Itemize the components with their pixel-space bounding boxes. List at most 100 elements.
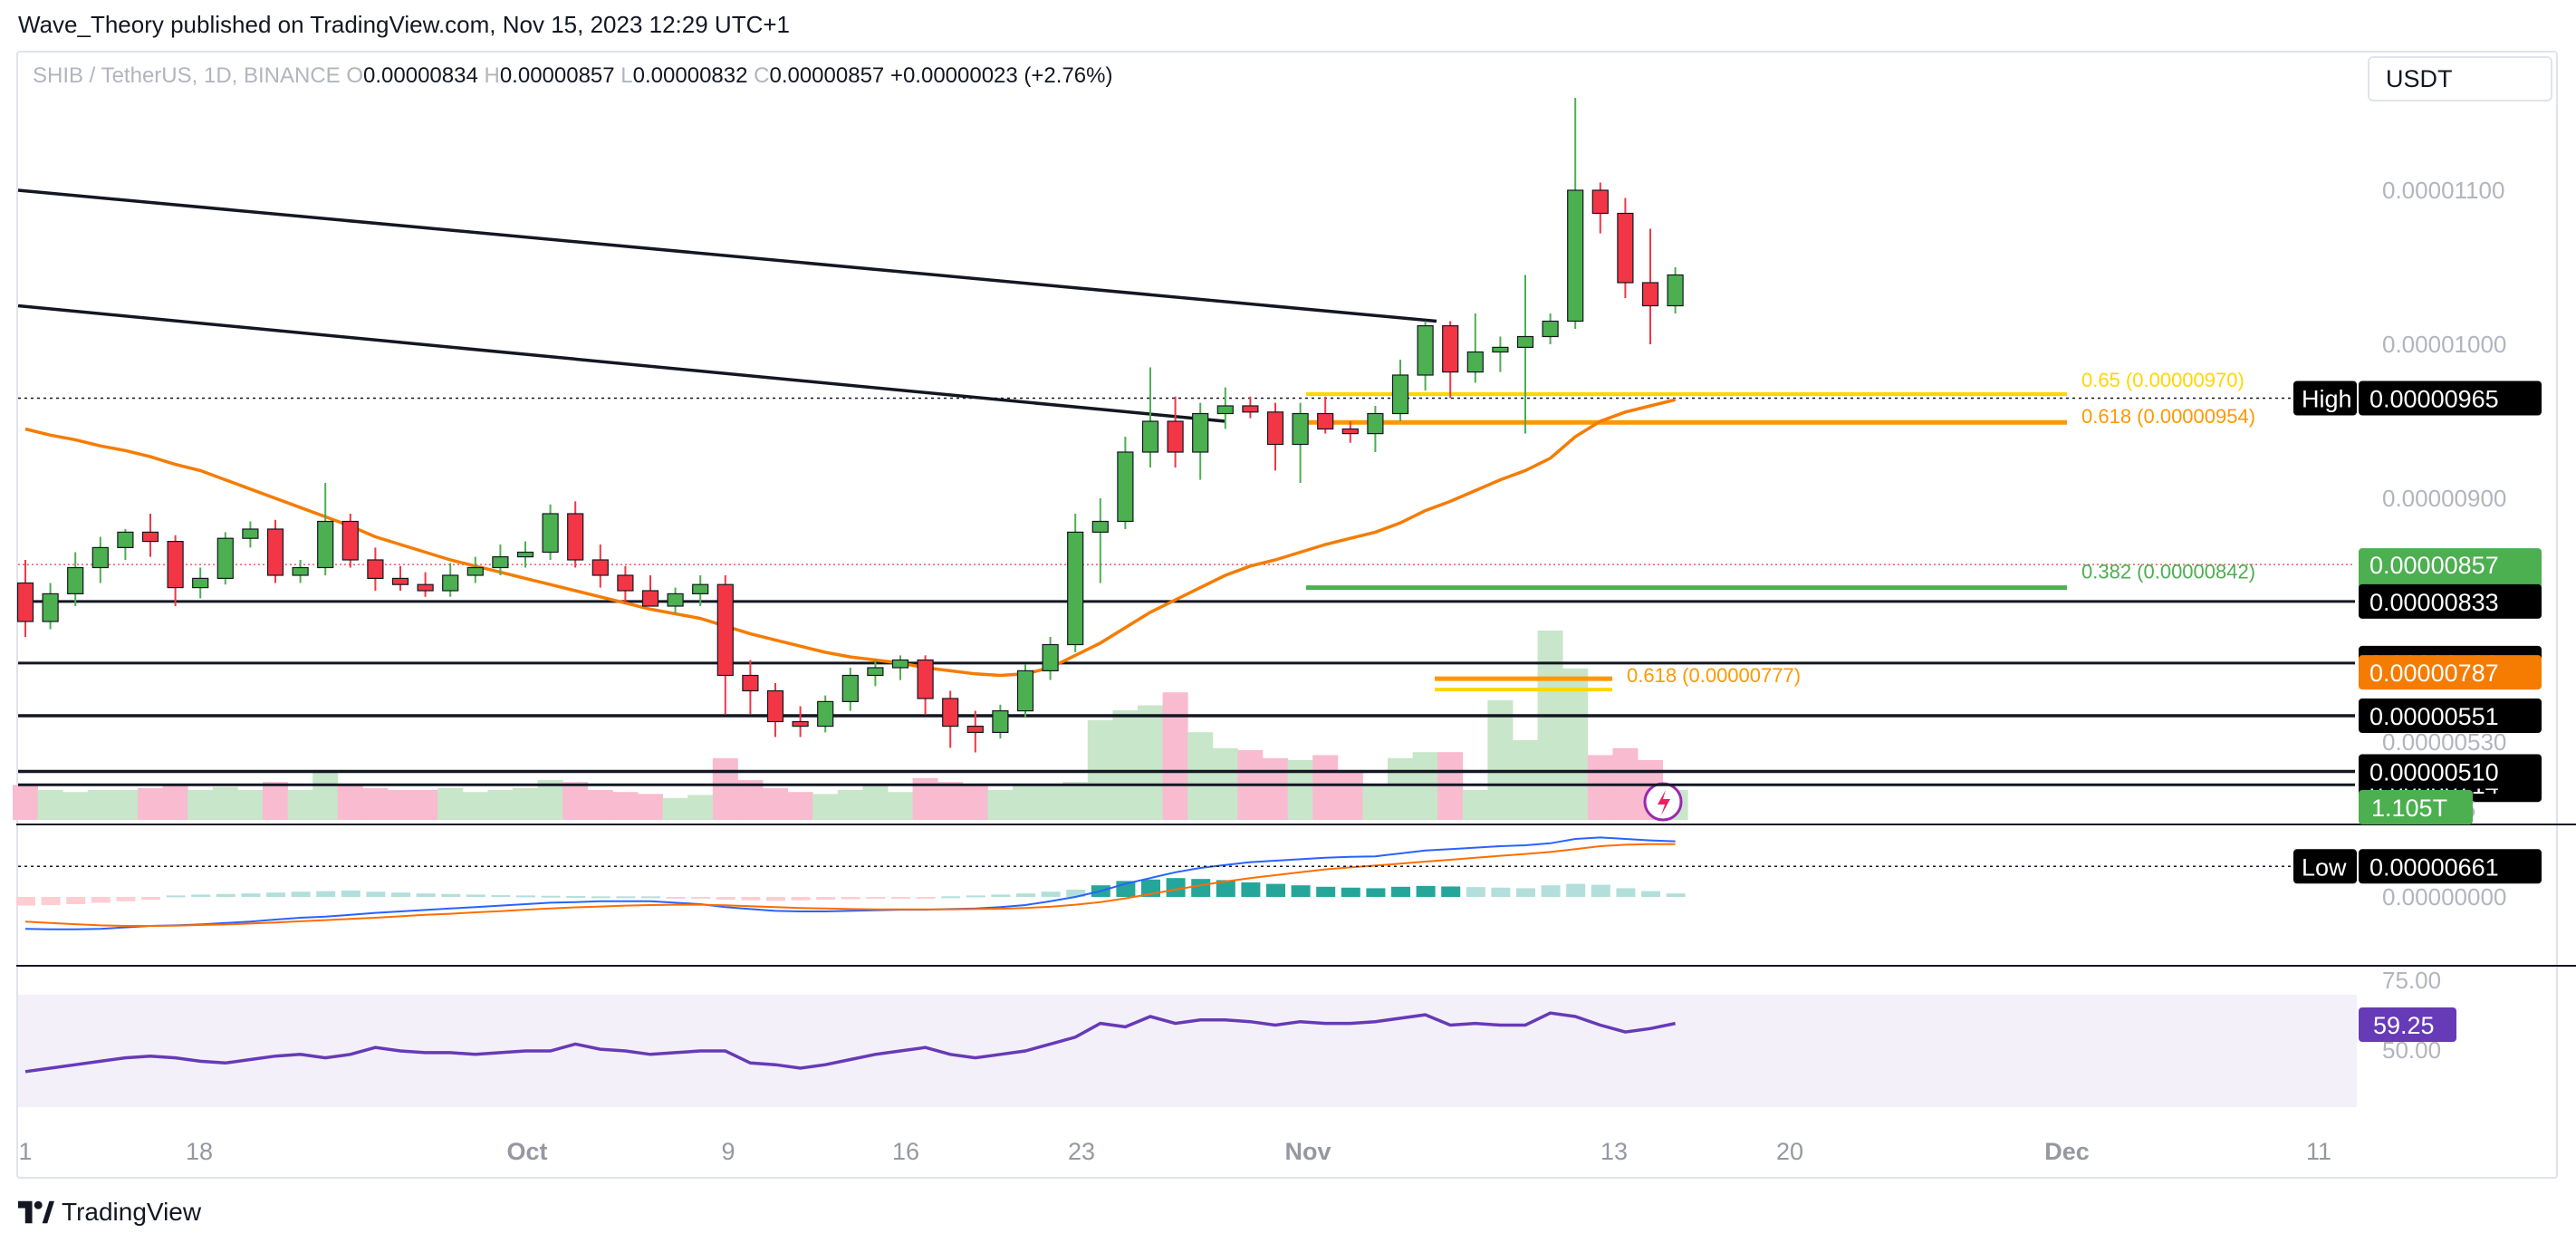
candle-down bbox=[1341, 428, 1359, 435]
volume-bar bbox=[862, 785, 889, 820]
candle-down bbox=[141, 531, 159, 543]
tradingview-brand[interactable]: TradingView bbox=[18, 1198, 201, 1227]
candle-up bbox=[1466, 351, 1484, 373]
volume-bar bbox=[1562, 668, 1589, 820]
volume-bar bbox=[1462, 790, 1488, 820]
time-tick-label: Nov bbox=[1284, 1138, 1331, 1165]
candle-up bbox=[242, 528, 259, 539]
macd-histogram-bar bbox=[716, 897, 735, 901]
rsi-label-box bbox=[2359, 1007, 2456, 1042]
volume-bar bbox=[562, 782, 589, 820]
candle-down bbox=[1242, 405, 1259, 413]
candle-up bbox=[216, 537, 234, 580]
price-tick-label: 0.00000900 bbox=[2382, 485, 2506, 512]
volume-bar bbox=[263, 782, 288, 820]
macd-histogram-bar bbox=[891, 897, 910, 899]
ema-line bbox=[24, 398, 1677, 678]
volume-bar bbox=[1287, 760, 1313, 820]
macd-histogram-bar bbox=[666, 897, 686, 899]
candle-up bbox=[542, 513, 559, 554]
macd-histogram-bar bbox=[1641, 891, 1660, 897]
open-label: O bbox=[346, 63, 364, 88]
symbol-name[interactable]: SHIB / TetherUS, 1D, BINANCE bbox=[33, 63, 341, 88]
candle-down bbox=[1317, 412, 1334, 430]
volume-bar bbox=[812, 794, 839, 820]
candle-up bbox=[292, 566, 309, 576]
price-label-text: 0.00000661 bbox=[2369, 853, 2499, 881]
candle-up bbox=[1667, 274, 1684, 307]
volume-bar bbox=[537, 780, 563, 820]
descending-trend-line bbox=[17, 304, 1226, 423]
publisher-attribution: Wave_Theory published on TradingView.com… bbox=[18, 11, 790, 38]
candle-down bbox=[617, 574, 634, 592]
volume-bar bbox=[1337, 772, 1363, 820]
price-label-text: 0.00000787 bbox=[2369, 660, 2499, 687]
volume-bar bbox=[638, 794, 663, 820]
time-tick-label: 13 bbox=[1600, 1138, 1628, 1165]
rsi-pane bbox=[18, 995, 2357, 1107]
volume-bar bbox=[1013, 785, 1038, 820]
macd-histogram-bar bbox=[1391, 886, 1410, 897]
macd-histogram-bar bbox=[1666, 893, 1686, 897]
price-tag-text: High bbox=[2302, 386, 2352, 413]
macd-histogram-bar bbox=[441, 893, 461, 897]
fib-label: 0.618 (0.00000954) bbox=[2081, 405, 2255, 428]
candle-up bbox=[1141, 420, 1159, 453]
open-value: 0.00000834 bbox=[363, 63, 478, 88]
time-tick-label: Dec bbox=[2044, 1138, 2090, 1165]
candle-up bbox=[1192, 412, 1209, 453]
volume-bar bbox=[487, 790, 514, 820]
candle-down bbox=[591, 559, 609, 576]
volume-bar bbox=[612, 792, 639, 820]
volume-bar bbox=[212, 786, 238, 820]
signal-line bbox=[24, 843, 1676, 927]
macd-histogram-bar bbox=[691, 897, 711, 899]
candle-up bbox=[1292, 412, 1309, 446]
macd-histogram-bar bbox=[66, 897, 86, 904]
candle-up bbox=[1567, 189, 1584, 323]
rsi-band bbox=[18, 995, 2357, 1107]
macd-histogram-bar bbox=[1416, 885, 1436, 897]
macd-histogram-bar bbox=[1041, 891, 1061, 897]
macd-histogram-bar bbox=[316, 891, 336, 897]
candle-up bbox=[992, 709, 1009, 733]
macd-histogram-bar bbox=[491, 895, 511, 898]
price-label-box bbox=[2359, 381, 2542, 416]
time-tick-label: 20 bbox=[1776, 1138, 1803, 1165]
macd-histogram-bar bbox=[616, 896, 636, 899]
currency-selector[interactable]: USDT bbox=[2368, 56, 2552, 101]
fib-label: 0.618 (0.00000777) bbox=[1627, 664, 1801, 687]
macd-histogram-bar bbox=[1066, 890, 1086, 897]
macd-histogram-bar bbox=[1341, 887, 1360, 897]
candle-up bbox=[1067, 531, 1084, 646]
macd-histogram-bar bbox=[266, 892, 285, 897]
volume-bar bbox=[1537, 631, 1563, 820]
candle-down bbox=[1167, 420, 1184, 453]
macd-histogram-bar bbox=[116, 897, 136, 901]
macd-histogram-bar bbox=[466, 894, 485, 897]
price-tick-label: 0.00001100 bbox=[2382, 177, 2504, 204]
price-label-text: 0.00000965 bbox=[2369, 386, 2499, 413]
high-value: 0.00000857 bbox=[499, 63, 615, 88]
macd-histogram-bar bbox=[1566, 883, 1586, 897]
candle-down bbox=[167, 540, 184, 589]
macd-histogram-bar bbox=[1591, 884, 1610, 897]
candle-up bbox=[1516, 335, 1534, 348]
macd-histogram-bar bbox=[1541, 885, 1561, 897]
volume-pane bbox=[13, 631, 1688, 822]
macd-histogram-bar bbox=[1466, 887, 1485, 897]
volume-bar bbox=[1388, 757, 1413, 820]
macd-histogram-bar bbox=[141, 897, 160, 901]
volume-bar bbox=[87, 790, 113, 820]
candle-up bbox=[516, 551, 534, 558]
volume-bar bbox=[888, 792, 913, 820]
macd-histogram-bar bbox=[541, 895, 561, 898]
macd-histogram-bar bbox=[391, 892, 410, 897]
macd-histogram-bar bbox=[966, 895, 985, 898]
volume-bar bbox=[687, 795, 714, 820]
macd-histogram-bar bbox=[191, 894, 211, 897]
candle-down bbox=[1641, 282, 1659, 307]
close-label: C bbox=[754, 63, 770, 88]
volume-bar bbox=[1037, 784, 1063, 820]
